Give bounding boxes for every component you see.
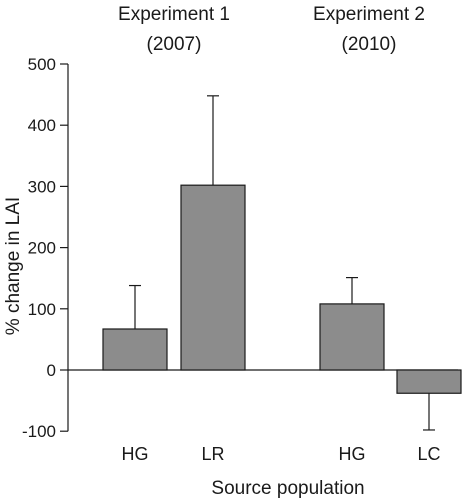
category-label: HG	[122, 444, 149, 464]
group-titles: Experiment 1 (2007) Experiment 2 (2010)	[118, 4, 425, 55]
category-label: LR	[201, 444, 224, 464]
category-labels: HG LR HG LC	[122, 444, 441, 464]
x-axis-label: Source population	[211, 478, 364, 499]
bar-hg-2	[319, 303, 385, 371]
y-tick-label: 500	[28, 55, 56, 74]
bar-lr-1	[180, 184, 246, 371]
y-tick-label: -100	[22, 422, 56, 441]
y-tick-label: 200	[28, 239, 56, 258]
group-subtitle: (2010)	[342, 34, 397, 55]
bar-hg-1	[102, 328, 168, 371]
y-tick-label: 0	[47, 361, 56, 380]
group-subtitle: (2007)	[147, 34, 202, 55]
group-title: Experiment 2	[313, 4, 425, 25]
y-axis: -100 0 100 200 300 400 500	[22, 55, 69, 441]
bar-lc-2	[396, 369, 462, 394]
category-label: HG	[339, 444, 366, 464]
group-title: Experiment 1	[118, 4, 230, 25]
y-tick-label: 100	[28, 300, 56, 319]
bars	[102, 95, 462, 431]
y-axis-label: % change in LAI	[3, 197, 24, 335]
y-tick-label: 300	[28, 177, 56, 196]
category-label: LC	[417, 444, 440, 464]
y-ticks: -100 0 100 200 300 400 500	[22, 55, 68, 441]
y-tick-label: 400	[28, 116, 56, 135]
